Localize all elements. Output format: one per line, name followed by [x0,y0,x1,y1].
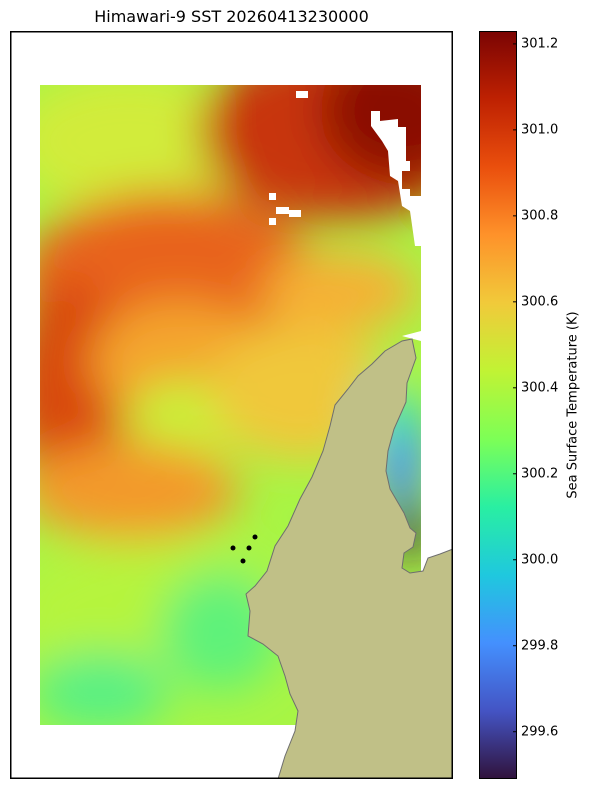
station-marker [230,545,236,551]
station-marker [246,545,252,551]
colorbar-tick-label: 299.8 [521,638,559,654]
colorbar [479,31,517,779]
colorbar-tick-label: 300.8 [521,208,559,224]
colorbar-tick-label: 299.6 [521,724,559,740]
colorbar-label: Sea Surface Temperature (K) [565,311,581,499]
station-marker [240,558,246,564]
sst-map [10,31,453,779]
land-peninsula [245,338,453,779]
colorbar-tick-label: 300.2 [521,466,559,482]
colorbar-tick-label: 300.6 [521,294,559,310]
station-markers [230,534,258,564]
map-border [10,31,453,779]
colorbar-tick-label: 301.0 [521,122,559,138]
colorbar-tick-label: 300.4 [521,380,559,396]
colorbar-tick-label: 300.0 [521,552,559,568]
station-marker [252,534,258,540]
colorbar-tick-label: 301.2 [521,36,559,52]
map-title: Himawari-9 SST 20260413230000 [94,7,369,26]
missing-data [269,91,422,341]
